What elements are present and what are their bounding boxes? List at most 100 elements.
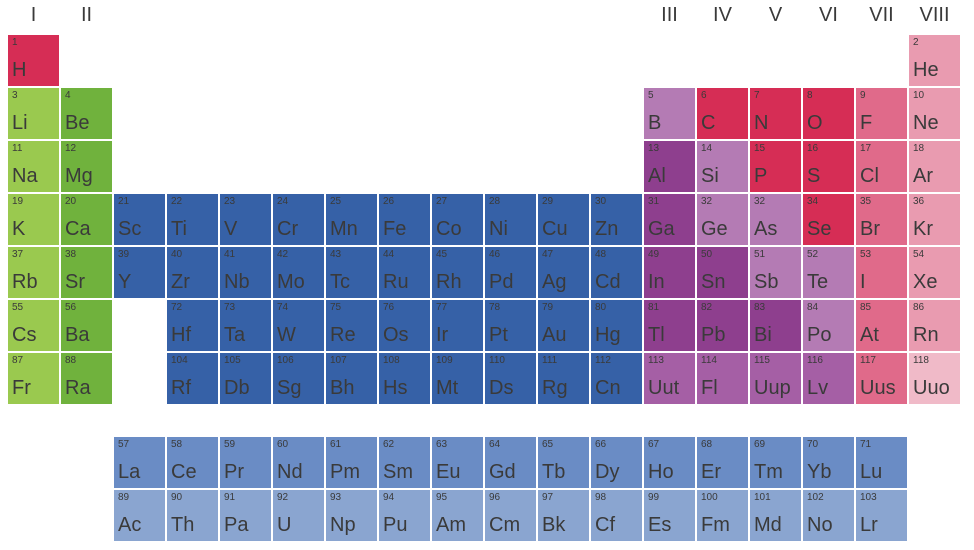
atomic-number: 62: [383, 439, 394, 450]
element-cell-bh: 107Bh: [325, 352, 378, 405]
atomic-number: 14: [701, 143, 712, 154]
atomic-number: 52: [807, 249, 818, 260]
element-symbol: Ni: [489, 218, 508, 241]
element-cell-au: 79Au: [537, 299, 590, 352]
atomic-number: 50: [701, 249, 712, 260]
element-symbol: Hg: [595, 324, 621, 347]
element-symbol: Ar: [913, 165, 933, 188]
element-cell-ru: 44Ru: [378, 246, 431, 299]
element-symbol: Zn: [595, 218, 618, 241]
element-symbol: Pb: [701, 324, 725, 347]
element-cell-p: 15 P: [749, 140, 802, 193]
element-cell-uuo: 118Uuo: [908, 352, 961, 405]
element-cell-ga: 31Ga: [643, 193, 696, 246]
element-cell-cl: 17Cl: [855, 140, 908, 193]
atomic-number: 7: [754, 90, 760, 101]
element-cell-w: 74W: [272, 299, 325, 352]
atomic-number: 54: [913, 249, 924, 260]
element-cell-bi: 83Bi: [749, 299, 802, 352]
element-cell-uus: 117Uus: [855, 352, 908, 405]
atomic-number: 20: [65, 196, 76, 207]
element-symbol: Bk: [542, 514, 565, 537]
element-cell-uup: 115Uup: [749, 352, 802, 405]
element-cell-lv: 116Lv: [802, 352, 855, 405]
atomic-number: 82: [701, 302, 712, 313]
element-symbol: Hf: [171, 324, 191, 347]
atomic-number: 76: [383, 302, 394, 313]
atomic-number: 39: [118, 249, 129, 260]
element-symbol: Uut: [648, 377, 679, 400]
element-cell-bk: 97Bk: [537, 489, 590, 542]
atomic-number: 117: [860, 355, 876, 366]
element-symbol: Ac: [118, 514, 141, 537]
element-cell-pm: 61Pm: [325, 436, 378, 489]
element-cell-se: 34Se: [802, 193, 855, 246]
atomic-number: 115: [754, 355, 770, 366]
atomic-number: 81: [648, 302, 659, 313]
atomic-number: 12: [65, 143, 76, 154]
atomic-number: 92: [277, 492, 288, 503]
element-cell-rh: 45Rh: [431, 246, 484, 299]
element-symbol: P: [754, 165, 767, 188]
element-symbol: Ds: [489, 377, 513, 400]
element-symbol: Co: [436, 218, 462, 241]
element-symbol: Lr: [860, 514, 878, 537]
element-cell-kr: 36Kr: [908, 193, 961, 246]
atomic-number: 23: [224, 196, 235, 207]
atomic-number: 3: [12, 90, 18, 101]
element-cell-nb: 41Nb: [219, 246, 272, 299]
element-symbol: Lu: [860, 461, 882, 484]
element-symbol: Fm: [701, 514, 730, 537]
element-cell-n: 7N: [749, 87, 802, 140]
element-symbol: Sc: [118, 218, 141, 241]
atomic-number: 6: [701, 90, 707, 101]
element-cell-hs: 108Hs: [378, 352, 431, 405]
element-cell-uut: 113Uut: [643, 352, 696, 405]
atomic-number: 13: [648, 143, 659, 154]
element-cell-os: 76 Os: [378, 299, 431, 352]
periodic-table: IIIIIIIVVVIVIIVIII1H2He3Li4Be5B6C7N8O9F1…: [0, 0, 974, 550]
element-cell-pr: 59Pr: [219, 436, 272, 489]
atomic-number: 63: [436, 439, 447, 450]
atomic-number: 37: [12, 249, 23, 260]
atomic-number: 111: [542, 355, 557, 366]
element-cell-zr: 40Zr: [166, 246, 219, 299]
element-cell-b: 5B: [643, 87, 696, 140]
element-symbol: Db: [224, 377, 250, 400]
group-label-viii: VIII: [908, 4, 961, 27]
atomic-number: 51: [754, 249, 765, 260]
atomic-number: 101: [754, 492, 771, 503]
atomic-number: 72: [171, 302, 182, 313]
atomic-number: 114: [701, 355, 717, 366]
element-cell-hg: 80Hg: [590, 299, 643, 352]
element-cell-rg: 111Rg: [537, 352, 590, 405]
atomic-number: 118: [913, 355, 929, 366]
element-symbol: Os: [383, 324, 409, 347]
group-label-iv: IV: [696, 4, 749, 27]
element-cell-sm: 62Sm: [378, 436, 431, 489]
element-symbol: Tl: [648, 324, 665, 347]
element-symbol: Cn: [595, 377, 621, 400]
atomic-number: 110: [489, 355, 505, 366]
element-symbol: Mn: [330, 218, 358, 241]
element-cell-ir: 77Ir: [431, 299, 484, 352]
element-symbol: Re: [330, 324, 356, 347]
element-symbol: In: [648, 271, 665, 294]
element-cell-ag: 47Ag: [537, 246, 590, 299]
element-cell-gd: 64Gd: [484, 436, 537, 489]
atomic-number: 15: [754, 143, 765, 154]
element-symbol: Cr: [277, 218, 298, 241]
element-symbol: W: [277, 324, 296, 347]
element-symbol: Dy: [595, 461, 619, 484]
element-symbol: U: [277, 514, 291, 537]
element-symbol: Cf: [595, 514, 615, 537]
atomic-number: 61: [330, 439, 341, 450]
element-symbol: Ca: [65, 218, 91, 241]
element-symbol: Nd: [277, 461, 303, 484]
element-cell-sg: 106Sg: [272, 352, 325, 405]
atomic-number: 106: [277, 355, 294, 366]
atomic-number: 105: [224, 355, 241, 366]
atomic-number: 64: [489, 439, 500, 450]
element-symbol: Pr: [224, 461, 244, 484]
atomic-number: 79: [542, 302, 553, 313]
